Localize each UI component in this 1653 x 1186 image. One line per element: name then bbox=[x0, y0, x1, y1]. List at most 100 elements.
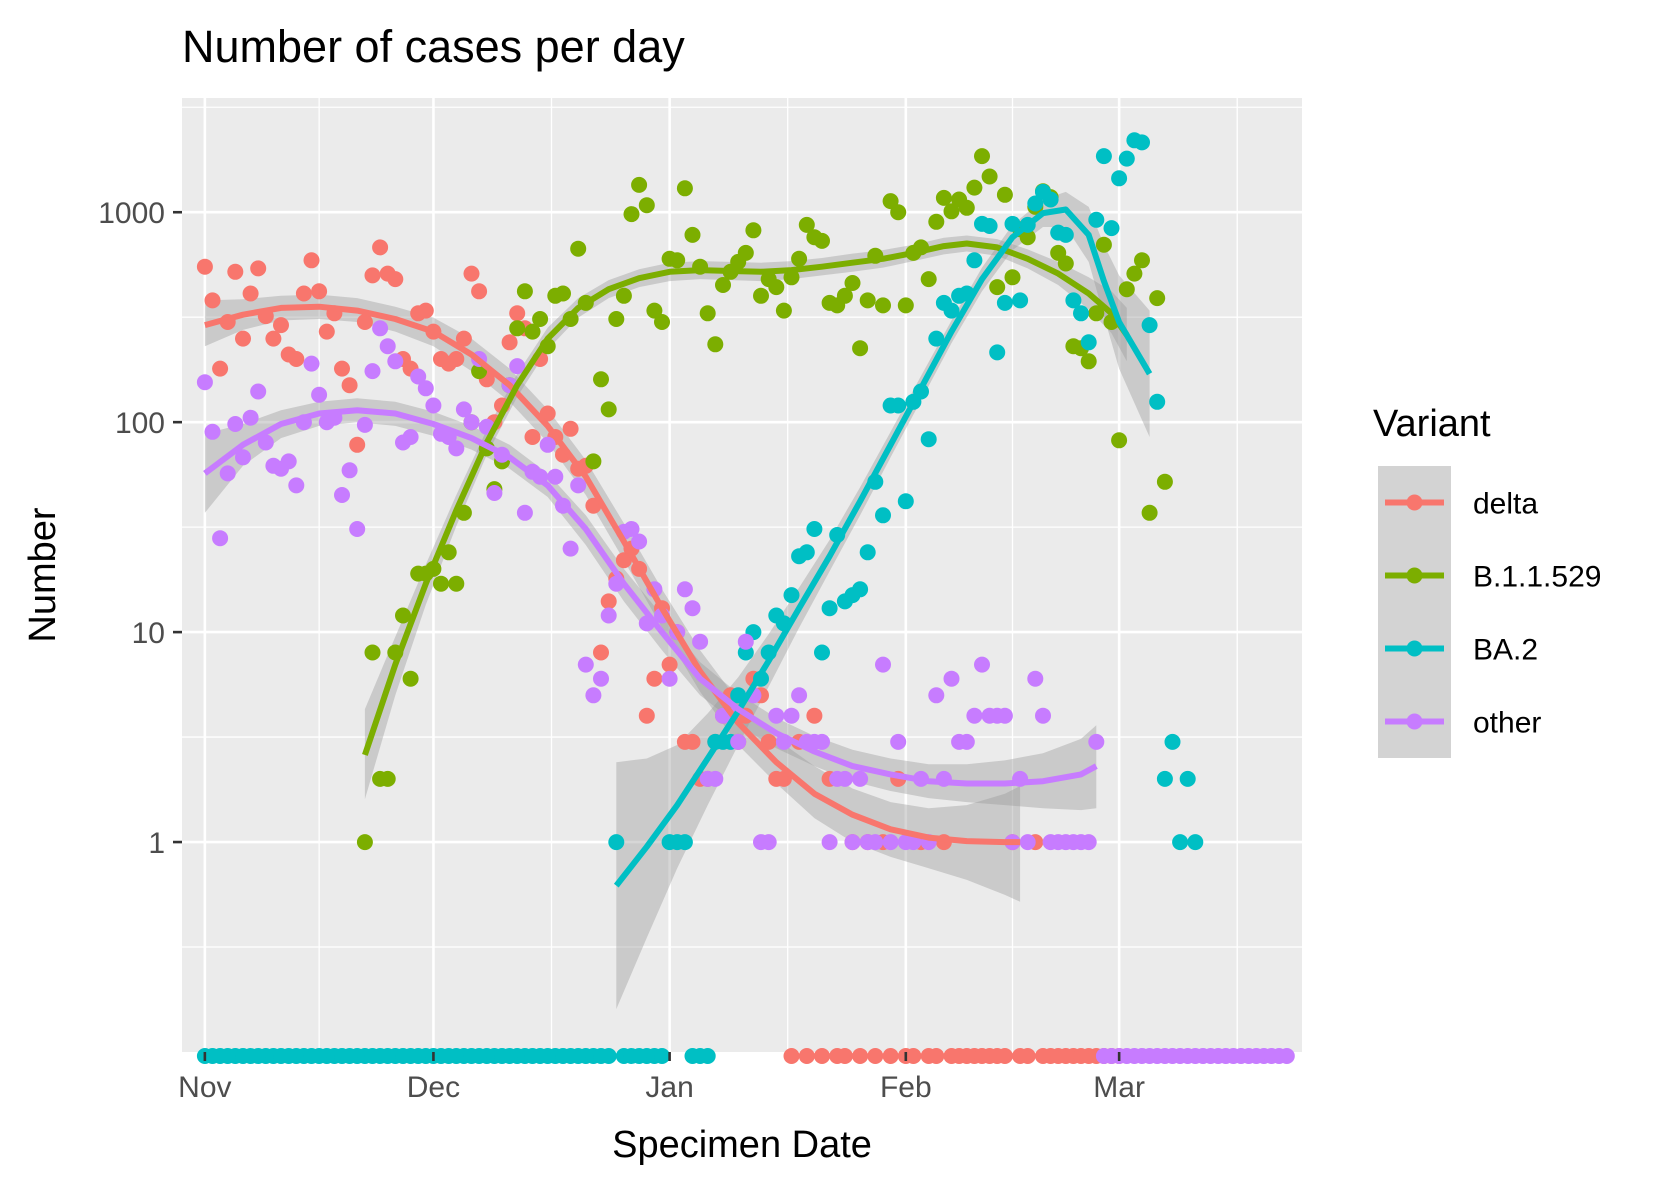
point-delta bbox=[509, 305, 526, 322]
point-BA.2 bbox=[1156, 770, 1173, 787]
point-other bbox=[1019, 834, 1036, 851]
y-tick-label: 10 bbox=[132, 617, 165, 650]
point-B.1.1.529 bbox=[890, 204, 907, 221]
point-BA.2 bbox=[943, 302, 960, 319]
point-delta bbox=[364, 267, 381, 284]
point-BA.2 bbox=[875, 507, 891, 524]
point-delta bbox=[806, 707, 823, 724]
point-other bbox=[852, 770, 869, 787]
point-B.1.1.529 bbox=[395, 607, 411, 624]
point-B.1.1.529 bbox=[379, 770, 396, 787]
point-other bbox=[737, 633, 754, 650]
point-BA.2 bbox=[890, 397, 907, 414]
point-B.1.1.529 bbox=[814, 232, 830, 249]
point-BA.2 bbox=[814, 644, 830, 661]
point-B.1.1.529 bbox=[1057, 255, 1074, 272]
point-BA.2 bbox=[1164, 733, 1181, 750]
point-B.1.1.529 bbox=[1095, 236, 1112, 253]
point-delta bbox=[928, 1048, 945, 1064]
point-BA.2 bbox=[608, 834, 625, 851]
point-BA.2 bbox=[1088, 211, 1105, 228]
x-tick-label: Feb bbox=[880, 1071, 932, 1104]
point-B.1.1.529 bbox=[958, 199, 975, 216]
point-B.1.1.529 bbox=[684, 226, 701, 243]
point-delta bbox=[448, 351, 465, 367]
point-BA.2 bbox=[920, 431, 937, 448]
point-B.1.1.529 bbox=[935, 189, 952, 206]
point-B.1.1.529 bbox=[768, 279, 785, 296]
point-other bbox=[631, 533, 648, 550]
point-other bbox=[783, 707, 800, 724]
point-B.1.1.529 bbox=[631, 176, 648, 193]
point-BA.2 bbox=[1111, 170, 1128, 187]
point-delta bbox=[196, 258, 213, 275]
point-B.1.1.529 bbox=[1088, 305, 1105, 322]
point-BA.2 bbox=[654, 1048, 670, 1064]
point-other bbox=[577, 656, 594, 673]
point-delta bbox=[600, 593, 617, 610]
point-delta bbox=[524, 429, 541, 445]
point-B.1.1.529 bbox=[836, 287, 853, 304]
point-other bbox=[585, 687, 602, 704]
point-delta bbox=[798, 1048, 815, 1064]
point-delta bbox=[356, 314, 373, 330]
point-other bbox=[882, 834, 899, 851]
point-B.1.1.529 bbox=[524, 323, 541, 340]
point-other bbox=[212, 530, 229, 547]
point-other bbox=[455, 401, 472, 418]
legend-point-B.1.1.529 bbox=[1406, 567, 1423, 584]
point-B.1.1.529 bbox=[920, 271, 937, 288]
point-delta bbox=[867, 1048, 884, 1064]
point-other bbox=[814, 733, 830, 750]
plot-panel bbox=[182, 98, 1302, 1052]
point-BA.2 bbox=[821, 600, 838, 617]
point-BA.2 bbox=[897, 493, 914, 510]
point-BA.2 bbox=[1118, 150, 1135, 167]
point-BA.2 bbox=[1141, 317, 1158, 334]
band-BA.2 bbox=[616, 191, 1150, 1010]
trend-line-other bbox=[203, 407, 1098, 787]
point-B.1.1.529 bbox=[1134, 252, 1150, 269]
point-delta bbox=[593, 644, 609, 661]
point-B.1.1.529 bbox=[943, 203, 960, 220]
legend-point-other bbox=[1406, 713, 1423, 730]
point-B.1.1.529 bbox=[1126, 265, 1143, 282]
point-B.1.1.529 bbox=[516, 283, 533, 300]
point-delta bbox=[227, 263, 244, 280]
point-delta bbox=[311, 283, 328, 300]
point-B.1.1.529 bbox=[897, 297, 914, 314]
point-BA.2 bbox=[1095, 148, 1112, 165]
point-other bbox=[349, 521, 366, 537]
point-delta bbox=[455, 330, 472, 347]
point-delta bbox=[417, 302, 434, 319]
point-delta bbox=[638, 707, 655, 724]
point-other bbox=[227, 416, 244, 432]
point-B.1.1.529 bbox=[570, 240, 587, 257]
point-delta bbox=[349, 436, 366, 453]
point-other bbox=[760, 834, 777, 851]
point-B.1.1.529 bbox=[798, 216, 815, 233]
point-B.1.1.529 bbox=[699, 305, 716, 322]
point-B.1.1.529 bbox=[715, 277, 731, 293]
chart-title: Number of cases per day bbox=[182, 21, 685, 72]
point-other bbox=[280, 453, 297, 470]
point-B.1.1.529 bbox=[989, 279, 1006, 296]
point-other bbox=[311, 386, 328, 403]
point-B.1.1.529 bbox=[364, 644, 381, 661]
point-delta bbox=[661, 656, 678, 673]
point-B.1.1.529 bbox=[356, 834, 373, 851]
point-B.1.1.529 bbox=[646, 302, 663, 319]
point-other bbox=[966, 707, 983, 724]
point-B.1.1.529 bbox=[981, 168, 998, 185]
point-BA.2 bbox=[1027, 195, 1044, 212]
point-B.1.1.529 bbox=[859, 292, 876, 309]
point-other bbox=[364, 363, 381, 380]
point-other bbox=[974, 656, 990, 673]
point-other bbox=[372, 320, 389, 337]
point-other bbox=[600, 607, 617, 624]
point-B.1.1.529 bbox=[623, 206, 640, 223]
point-B.1.1.529 bbox=[1019, 229, 1036, 246]
legend-label-delta: delta bbox=[1473, 488, 1538, 521]
x-tick-label: Nov bbox=[178, 1071, 231, 1104]
point-other bbox=[448, 440, 465, 457]
